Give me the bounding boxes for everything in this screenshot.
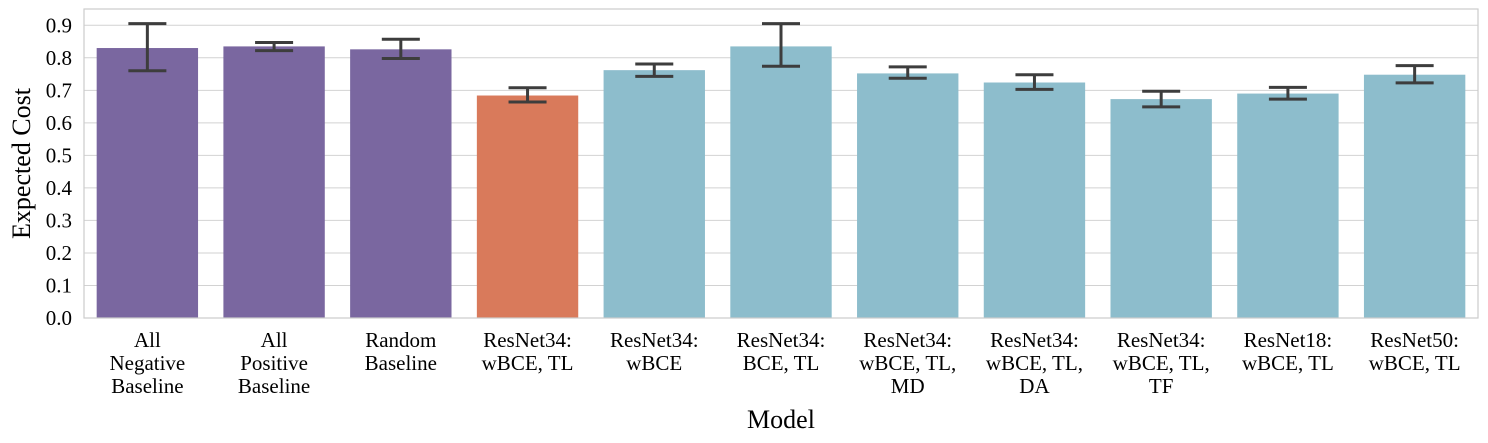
x-tick-label: ResNet50: wBCE, TL [1369, 328, 1461, 375]
x-tick-label-line: wBCE, TL [1242, 351, 1334, 375]
error-bar [1268, 85, 1307, 101]
x-tick-label-line: ResNet34: [737, 328, 826, 352]
x-tick-label-line: wBCE, TL [482, 351, 574, 375]
y-tick-label: 0.3 [46, 208, 72, 232]
bar [350, 49, 452, 318]
x-tick-label-line: ResNet34: [483, 328, 572, 352]
x-tick-label-line: wBCE, TL [1369, 351, 1461, 375]
x-tick-label-line: ResNet18: [1244, 328, 1333, 352]
y-axis-title: Expected Cost [7, 87, 36, 239]
x-tick-label-line: ResNet34: [1117, 328, 1206, 352]
bar [857, 73, 959, 319]
bars [96, 46, 1466, 319]
y-tick-label: 0.7 [46, 78, 72, 102]
y-tick-label: 0.4 [46, 176, 73, 200]
y-tick-label: 0.0 [46, 306, 72, 330]
error-bar [635, 62, 674, 78]
x-tick-label-line: wBCE, TL, [859, 351, 956, 375]
x-tick-label: All Negative Baseline [109, 328, 185, 398]
x-tick-label-line: ResNet34: [990, 328, 1079, 352]
x-tick-label: ResNet34: wBCE, TL, DA [986, 328, 1083, 398]
x-tick-label-line: Baseline [365, 351, 437, 375]
y-tick-label: 0.9 [46, 13, 72, 37]
x-tick-label-line: Positive [240, 351, 308, 375]
error-bar [1015, 73, 1054, 91]
x-tick-label-line: Negative [109, 351, 185, 375]
x-tick-label: ResNet18: wBCE, TL [1242, 328, 1334, 375]
y-tick-label: 0.2 [46, 241, 72, 265]
error-bar [761, 22, 801, 68]
x-tick-label: ResNet34: BCE, TL [737, 328, 826, 375]
error-bar [128, 22, 167, 73]
error-bar [508, 86, 547, 104]
x-tick-label-line: DA [1019, 374, 1050, 398]
y-tick-label: 0.1 [46, 273, 72, 297]
error-bars [128, 22, 1434, 109]
bar [983, 82, 1086, 318]
x-tick-label-line: TF [1149, 374, 1174, 398]
x-tick-label-line: wBCE [626, 351, 682, 375]
x-tick-label: ResNet34: wBCE, TL [482, 328, 574, 375]
error-bar [381, 37, 420, 60]
y-tick-label: 0.5 [46, 143, 72, 167]
x-tick-label-line: ResNet34: [610, 328, 699, 352]
x-tick-label-line: ResNet50: [1370, 328, 1459, 352]
x-tick-label-line: Random [365, 328, 436, 352]
x-tick-label-line: Baseline [238, 374, 310, 398]
x-axis-title: Model [747, 405, 815, 434]
error-bar [1142, 89, 1181, 109]
x-tick-label-line: ResNet34: [863, 328, 952, 352]
bar [603, 70, 705, 318]
y-tick-labels: 0.0 0.1 0.2 0.3 0.4 0.5 0.6 0.7 0.8 0.9 [46, 13, 73, 330]
plot-frame [83, 8, 1479, 319]
x-tick-label-line: MD [891, 374, 925, 398]
y-tick-label: 0.6 [46, 111, 72, 135]
bar [223, 46, 325, 318]
x-tick-label-line: All [261, 328, 288, 352]
x-tick-label-line: Baseline [111, 374, 183, 398]
x-tick-label: Random Baseline [365, 328, 437, 375]
y-tick-label: 0.8 [46, 46, 72, 70]
x-tick-label-line: All [134, 328, 161, 352]
x-tick-label: ResNet34: wBCE, TL, MD [859, 328, 956, 398]
bar [96, 48, 199, 318]
bar [1110, 99, 1212, 318]
x-tick-label: ResNet34: wBCE [610, 328, 699, 375]
x-tick-label: ResNet34: wBCE, TL, TF [1113, 328, 1210, 398]
x-tick-label-line: wBCE, TL, [986, 351, 1083, 375]
bar [730, 46, 832, 318]
x-tick-label: All Positive Baseline [238, 328, 310, 398]
bar [476, 95, 579, 319]
x-tick-label-line: BCE, TL [743, 351, 820, 375]
error-bar [1395, 64, 1434, 85]
error-bar [255, 41, 294, 53]
error-bar [888, 65, 927, 80]
bar [1363, 74, 1466, 318]
x-tick-label-line: wBCE, TL, [1113, 351, 1210, 375]
bar [1237, 93, 1339, 318]
